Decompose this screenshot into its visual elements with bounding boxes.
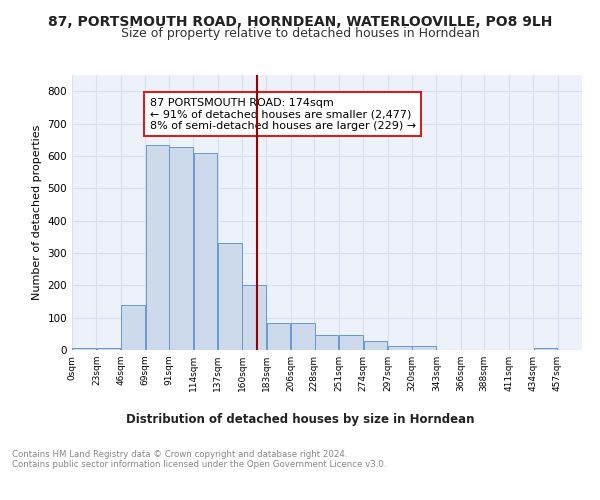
Bar bbox=[194, 154, 217, 350]
Bar bbox=[121, 304, 145, 350]
Bar bbox=[97, 348, 121, 350]
Bar bbox=[412, 346, 436, 350]
Bar bbox=[169, 147, 193, 350]
Bar bbox=[292, 322, 315, 350]
Bar bbox=[267, 323, 290, 350]
Text: 87, PORTSMOUTH ROAD, HORNDEAN, WATERLOOVILLE, PO8 9LH: 87, PORTSMOUTH ROAD, HORNDEAN, WATERLOOV… bbox=[48, 15, 552, 29]
Text: Size of property relative to detached houses in Horndean: Size of property relative to detached ho… bbox=[121, 28, 479, 40]
Text: Distribution of detached houses by size in Horndean: Distribution of detached houses by size … bbox=[126, 412, 474, 426]
Y-axis label: Number of detached properties: Number of detached properties bbox=[32, 125, 42, 300]
Bar bbox=[533, 348, 557, 350]
Bar bbox=[146, 144, 169, 350]
Bar bbox=[314, 336, 338, 350]
Bar bbox=[73, 348, 96, 350]
Bar bbox=[364, 341, 387, 350]
Text: Contains HM Land Registry data © Crown copyright and database right 2024.
Contai: Contains HM Land Registry data © Crown c… bbox=[12, 450, 386, 469]
Bar bbox=[242, 286, 266, 350]
Bar bbox=[339, 336, 363, 350]
Bar bbox=[218, 243, 242, 350]
Text: 87 PORTSMOUTH ROAD: 174sqm
← 91% of detached houses are smaller (2,477)
8% of se: 87 PORTSMOUTH ROAD: 174sqm ← 91% of deta… bbox=[149, 98, 416, 131]
Bar bbox=[388, 346, 412, 350]
